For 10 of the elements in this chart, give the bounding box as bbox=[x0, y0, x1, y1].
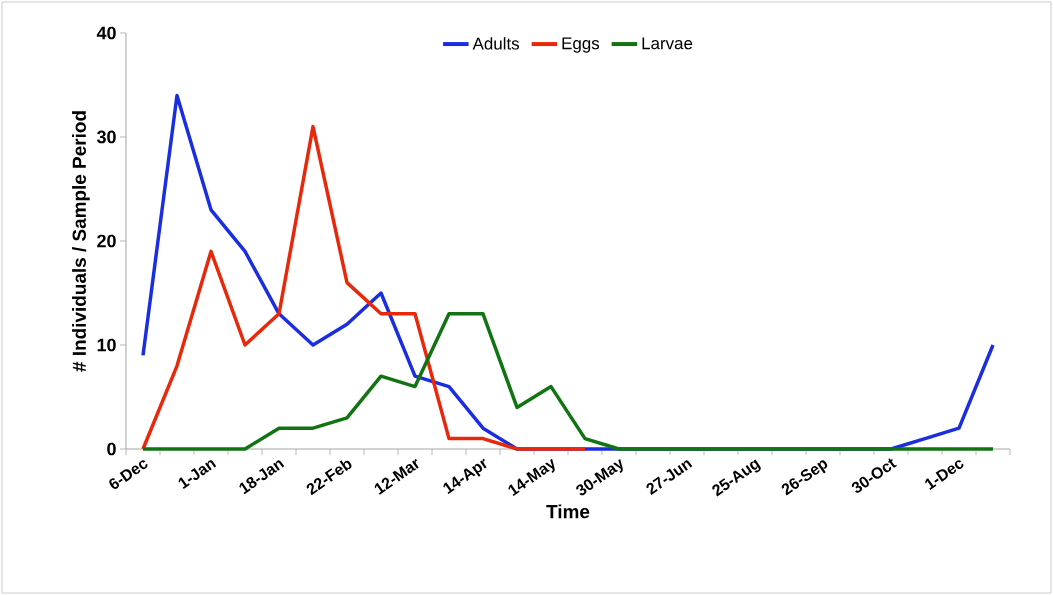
legend-label: Larvae bbox=[642, 37, 693, 50]
y-tick-label: 0 bbox=[107, 442, 116, 456]
y-axis-title: # Individuals / Sample Period bbox=[72, 111, 90, 372]
y-tick-label: 40 bbox=[96, 26, 116, 40]
legend-label: Eggs bbox=[562, 37, 600, 53]
y-tick-label: 10 bbox=[97, 338, 116, 352]
x-axis-title: Time bbox=[546, 504, 590, 519]
y-tick-label: 30 bbox=[96, 130, 116, 144]
legend-label: Adults bbox=[472, 37, 520, 50]
y-tick-label: 20 bbox=[97, 234, 116, 248]
